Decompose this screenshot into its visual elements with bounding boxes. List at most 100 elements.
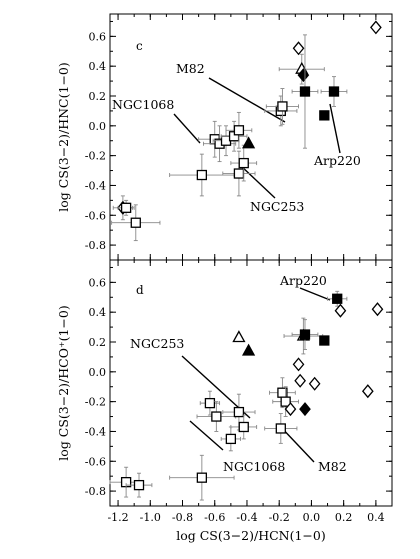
open-square-marker xyxy=(277,101,288,112)
filled-square-marker xyxy=(319,335,330,346)
data-point xyxy=(169,454,235,501)
data-point xyxy=(361,384,374,399)
open-diamond-marker xyxy=(292,41,305,56)
data-point xyxy=(220,426,241,452)
open-square-marker xyxy=(130,217,141,228)
x-tick-label: 0.4 xyxy=(367,511,385,524)
data-point xyxy=(371,302,384,317)
data-point xyxy=(291,319,319,350)
open-square-marker xyxy=(196,169,208,181)
x-tick-label: -0.6 xyxy=(204,511,225,524)
data-point xyxy=(327,290,348,307)
ngc1068-pointer-line-d xyxy=(189,420,224,451)
y-tick-label-c: 0.4 xyxy=(89,60,107,73)
x-tick-label: 0.0 xyxy=(303,511,321,524)
data-point xyxy=(319,335,330,346)
filled-diamond-marker xyxy=(297,68,310,83)
open-triangle-marker xyxy=(232,330,246,343)
panel-c-lines xyxy=(173,77,341,199)
y-tick-label-d: -0.2 xyxy=(85,396,106,409)
panel-d-frame xyxy=(109,259,393,507)
open-square-marker xyxy=(225,433,237,445)
x-tick-label: 0.2 xyxy=(335,511,353,524)
x-tick-label: -0.2 xyxy=(269,511,290,524)
open-diamond-marker xyxy=(294,373,306,388)
panel-c: 0.6 0.4 0.2 0.0 -0.2 -0.4 -0.6 -0.8 c M82 NGC10… xyxy=(56,13,393,261)
open-square-marker xyxy=(280,396,291,407)
panel-c-ticks: 0.6 0.4 0.2 0.0 -0.2 -0.4 -0.6 -0.8 xyxy=(85,14,392,261)
open-diamond-marker xyxy=(284,402,297,417)
data-point xyxy=(291,34,319,149)
panel-c-label: c xyxy=(136,39,143,53)
data-point xyxy=(225,111,253,149)
filled-square-marker xyxy=(299,86,311,97)
arp220-pointer-line-c xyxy=(329,103,341,154)
filled-triangle-marker xyxy=(241,343,256,356)
arp220-pointer-line-d xyxy=(299,287,331,301)
data-point xyxy=(199,390,221,416)
data-point xyxy=(294,373,306,388)
y-tick-label-c: -0.4 xyxy=(85,179,106,192)
m82-pointer-line-c xyxy=(208,77,286,123)
open-square-marker xyxy=(238,157,249,169)
open-diamond-marker xyxy=(308,376,321,391)
x-tick-label: -1.0 xyxy=(140,511,161,524)
open-square-marker xyxy=(196,472,208,483)
open-diamond-marker xyxy=(292,357,305,372)
open-square-marker xyxy=(211,411,222,422)
open-square-marker xyxy=(133,479,145,491)
data-point xyxy=(222,150,256,197)
panel-d-annotation-arp220: Arp220 xyxy=(279,273,327,288)
x-tick-label: -0.8 xyxy=(172,511,193,524)
y-tick-label-d: -0.4 xyxy=(85,425,106,438)
data-point xyxy=(230,144,258,182)
data-point xyxy=(299,402,311,417)
open-square-marker xyxy=(233,125,245,136)
panel-c-annotation-arp220: Arp220 xyxy=(313,153,361,168)
panel-d-annotation-ngc253: NGC253 xyxy=(130,336,184,351)
x-axis-label: log CS(3−2)/HCN(1−0) xyxy=(176,528,326,543)
ngc253-pointer-line-c xyxy=(239,164,276,199)
y-tick-label-c: 0.6 xyxy=(89,30,107,43)
data-point xyxy=(297,68,310,83)
panel-c-annotation-ngc1068: NGC1068 xyxy=(112,97,174,112)
y-tick-label-d: 0.0 xyxy=(89,366,107,379)
x-tick-label: -0.4 xyxy=(236,511,257,524)
data-point xyxy=(265,88,299,125)
ngc1068-pointer-line-c xyxy=(173,113,201,144)
panel-d-ticks: 0.6 0.4 0.2 0.0 -0.2 -0.4 -0.6 -0.8 xyxy=(85,260,392,507)
open-square-marker xyxy=(233,406,245,418)
filled-triangle-marker xyxy=(241,136,256,149)
panel-d-y-axis-label: log CS(3−2)/HCO⁺(1−0) xyxy=(56,305,71,460)
data-point xyxy=(292,357,305,372)
data-point xyxy=(370,20,382,35)
panel-c-y-axis-label: log CS(3−2)/HNC(1−0) xyxy=(56,62,71,212)
y-tick-label-d: 0.2 xyxy=(89,336,107,349)
open-diamond-marker xyxy=(370,20,382,35)
filled-square-marker xyxy=(328,86,340,97)
open-diamond-marker xyxy=(361,384,374,399)
data-point xyxy=(232,330,246,343)
data-point xyxy=(334,303,347,318)
data-point xyxy=(169,153,235,197)
data-point xyxy=(117,199,135,216)
y-tick-label-c: -0.8 xyxy=(85,239,106,252)
x-tick-label: -1.2 xyxy=(107,511,128,524)
panel-c-annotation-ngc253: NGC253 xyxy=(250,199,304,214)
filled-square-marker xyxy=(319,110,330,121)
panel-d-annotation-m82: M82 xyxy=(318,459,347,474)
y-tick-label-d: -0.8 xyxy=(85,485,106,498)
y-tick-label-c: 0.0 xyxy=(89,120,107,133)
open-diamond-marker xyxy=(371,302,384,317)
x-tick-labels: -1.2 -1.0 -0.8 -0.6 -0.4 -0.2 0.0 0.2 0.4 xyxy=(107,511,384,524)
panel-c-annotation-m82: M82 xyxy=(176,61,205,76)
y-tick-label-c: -0.2 xyxy=(85,150,106,163)
data-point xyxy=(222,393,256,431)
filled-square-marker xyxy=(332,293,343,304)
filled-square-marker xyxy=(299,329,311,340)
filled-diamond-marker xyxy=(299,402,311,417)
data-point xyxy=(284,402,297,417)
panel-c-points xyxy=(111,20,382,242)
data-point xyxy=(272,386,299,417)
data-point xyxy=(319,110,330,121)
